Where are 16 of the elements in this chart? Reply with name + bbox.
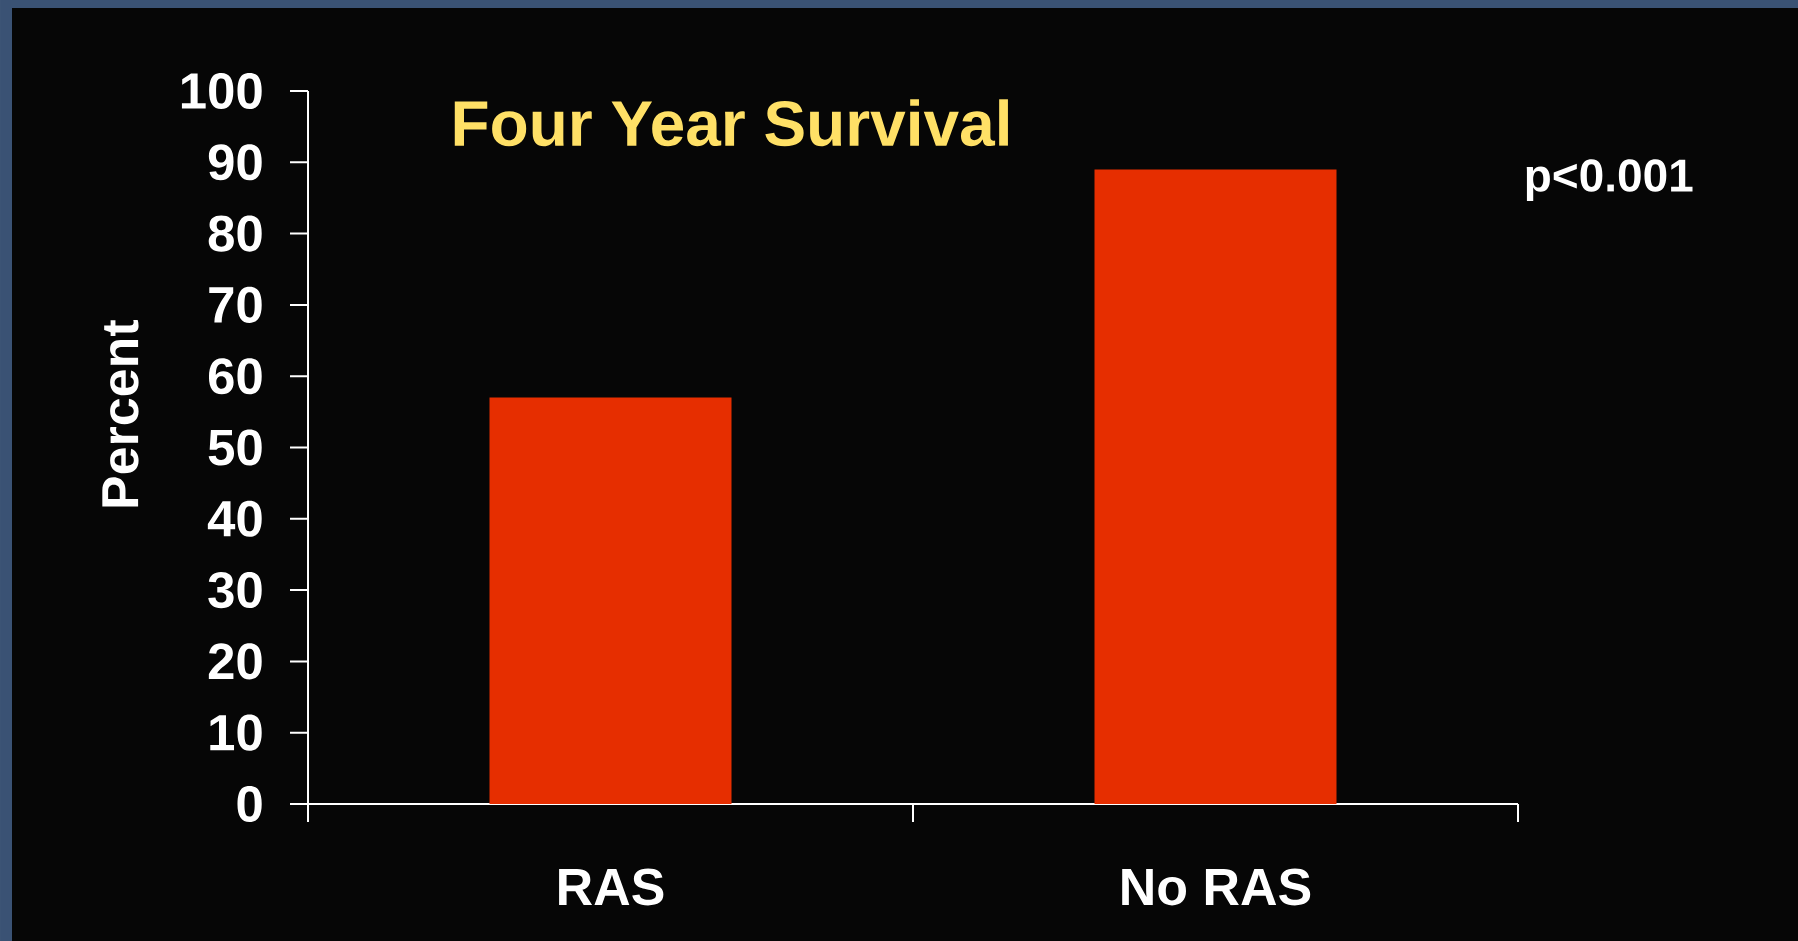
y-tick-label: 90: [208, 144, 262, 181]
y-tick-label: 30: [208, 571, 262, 609]
y-tick-label: 70: [209, 286, 262, 323]
y-tick-label: 0: [237, 785, 262, 823]
y-axis-title: Percent: [102, 319, 139, 507]
text: p<0.001: [1526, 159, 1693, 201]
x-tick-label: No RAS: [1122, 868, 1311, 906]
y-tick-label: 20: [208, 643, 262, 680]
y-tick-label: 40: [207, 500, 262, 537]
y-tick-label: 80: [208, 215, 262, 252]
y-tick-label: 50: [208, 429, 262, 466]
chart-title: Four Year Survival: [454, 99, 1008, 147]
x-tick-label: RAS: [559, 868, 664, 906]
y-tick-label: 60: [208, 358, 262, 395]
y-tick-label: 10: [210, 714, 262, 751]
y-tick-label: 100: [181, 72, 262, 110]
